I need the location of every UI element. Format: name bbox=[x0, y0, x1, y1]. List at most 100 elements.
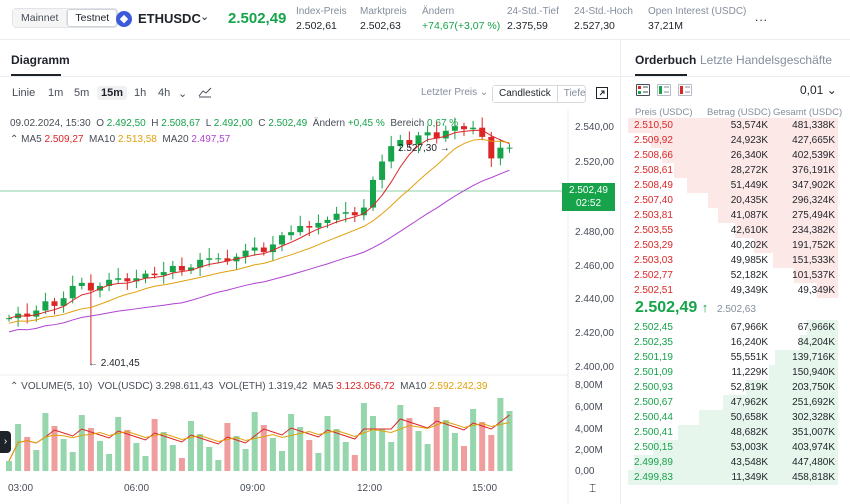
row-amount: 40,202K bbox=[730, 240, 768, 251]
ask-row[interactable]: 2.503,03 49,985K 151,533K bbox=[628, 253, 838, 268]
precision-select[interactable]: 0,01 ⌄ bbox=[800, 83, 837, 97]
mainnet-tab[interactable]: Mainnet bbox=[13, 9, 67, 27]
tab-orderbook[interactable]: Orderbuch bbox=[635, 53, 697, 67]
bid-row[interactable]: 2.499,83 11,349K 458,818K bbox=[628, 470, 838, 485]
bid-row[interactable]: 2.500,93 52,819K 203,750K bbox=[628, 380, 838, 395]
candle-body bbox=[6, 318, 12, 320]
symbol-selector[interactable]: ETHUSDC bbox=[138, 11, 201, 26]
volume-bar bbox=[124, 430, 131, 471]
volume-bar bbox=[370, 416, 376, 471]
volume-bar bbox=[42, 413, 49, 471]
ask-row[interactable]: 2.502,51 49,349K 49,349K bbox=[628, 283, 838, 298]
ask-row[interactable]: 2.510,50 53,574K 481,338K bbox=[628, 118, 838, 133]
orderbook-tabs: Orderbuch Letzte Handelsgeschäfte bbox=[621, 41, 850, 77]
price-type-select[interactable]: Letzter Preis ⌄ bbox=[421, 87, 489, 98]
row-total: 203,750K bbox=[792, 382, 835, 393]
volume-bar bbox=[78, 415, 85, 471]
ask-row[interactable]: 2.508,49 51,449K 347,902K bbox=[628, 178, 838, 193]
row-price: 2.502,45 bbox=[634, 322, 673, 333]
price-chart[interactable] bbox=[0, 110, 620, 504]
ask-row[interactable]: 2.507,40 20,435K 296,324K bbox=[628, 193, 838, 208]
depth-bar bbox=[653, 440, 838, 455]
bid-row[interactable]: 2.500,41 48,682K 351,007K bbox=[628, 425, 838, 440]
row-total: 403,974K bbox=[792, 442, 835, 453]
chevron-up-icon[interactable]: ⌃ bbox=[10, 381, 19, 392]
view-switch[interactable]: Candlestick Tiefe bbox=[492, 85, 586, 103]
chevron-up-icon[interactable]: ⌃ bbox=[10, 134, 19, 145]
row-price: 2.508,61 bbox=[634, 165, 673, 176]
volume-bar bbox=[442, 420, 449, 471]
more-icon[interactable]: ... bbox=[755, 10, 769, 24]
candle-body bbox=[51, 301, 58, 306]
bid-row[interactable]: 2.500,67 47,962K 251,692K bbox=[628, 395, 838, 410]
drawer-handle[interactable]: › bbox=[0, 431, 11, 453]
bid-row[interactable]: 2.500,44 50,658K 302,328K bbox=[628, 410, 838, 425]
bid-row[interactable]: 2.501,19 55,551K 139,716K bbox=[628, 350, 838, 365]
ask-row[interactable]: 2.502,77 52,182K 101,537K bbox=[628, 268, 838, 283]
testnet-tab[interactable]: Testnet bbox=[66, 9, 118, 27]
candle-body bbox=[279, 235, 285, 245]
chevron-down-icon[interactable]: ⌄ bbox=[200, 11, 210, 23]
network-switch[interactable]: Mainnet Testnet bbox=[12, 8, 119, 28]
time-tick: 09:00 bbox=[240, 483, 266, 494]
volume-bar bbox=[188, 421, 194, 471]
interval-4h[interactable]: 4h bbox=[158, 87, 171, 99]
view-candlestick[interactable]: Candlestick bbox=[493, 86, 558, 102]
bid-row[interactable]: 2.502,35 16,240K 84,204K bbox=[628, 335, 838, 350]
ask-row[interactable]: 2.503,81 41,087K 275,494K bbox=[628, 208, 838, 223]
volume-bar bbox=[169, 445, 176, 471]
volume-bar bbox=[106, 454, 113, 471]
depth-bar bbox=[628, 118, 838, 133]
bid-row[interactable]: 2.500,15 53,003K 403,974K bbox=[628, 440, 838, 455]
interval-line[interactable]: Linie bbox=[12, 87, 36, 99]
interval-1m[interactable]: 1m bbox=[48, 87, 64, 99]
ask-row[interactable]: 2.508,61 28,272K 376,191K bbox=[628, 163, 838, 178]
candle-body bbox=[60, 298, 67, 306]
interval-1h[interactable]: 1h bbox=[134, 87, 147, 99]
depth-bar bbox=[735, 223, 838, 238]
depth-bar bbox=[707, 193, 838, 208]
volume-bar bbox=[215, 460, 222, 471]
price-tick: 2.480,00 bbox=[575, 227, 614, 238]
indicators-icon[interactable] bbox=[198, 86, 212, 101]
price-tick: 2.420,00 bbox=[575, 328, 614, 339]
book-bids-icon[interactable] bbox=[657, 84, 671, 96]
depth-bar bbox=[722, 395, 838, 410]
row-price: 2.501,19 bbox=[634, 352, 673, 363]
volume-bar bbox=[470, 409, 477, 471]
row-total: 191,752K bbox=[792, 240, 835, 251]
cursor-icon[interactable]: ⌶ bbox=[589, 481, 597, 495]
time-tick: 15:00 bbox=[472, 483, 498, 494]
volume-bar bbox=[315, 453, 322, 471]
candle-body bbox=[142, 273, 149, 279]
precision-value: 0,01 bbox=[800, 83, 824, 97]
candle-body bbox=[360, 207, 367, 216]
candle-body bbox=[424, 132, 431, 136]
tab-diagram[interactable]: Diagramm bbox=[11, 53, 70, 67]
ask-row[interactable]: 2.508,66 26,340K 402,539K bbox=[628, 148, 838, 163]
ask-row[interactable]: 2.503,55 42,610K 234,382K bbox=[628, 223, 838, 238]
candle-body bbox=[188, 267, 194, 271]
candle-body bbox=[306, 226, 313, 228]
volume-bar bbox=[60, 439, 67, 471]
price-tick: 2.540,00 bbox=[575, 122, 614, 133]
fullscreen-icon[interactable] bbox=[596, 87, 608, 102]
ask-row[interactable]: 2.509,92 24,923K 427,665K bbox=[628, 133, 838, 148]
bid-row[interactable]: 2.499,89 43,548K 447,480K bbox=[628, 455, 838, 470]
tab-recent-trades[interactable]: Letzte Handelsgeschäfte bbox=[700, 53, 833, 67]
time-tick: 06:00 bbox=[124, 483, 150, 494]
ask-row[interactable]: 2.503,29 40,202K 191,752K bbox=[628, 238, 838, 253]
top-header: Mainnet Testnet ◆ ETHUSDC ⌄ 2.502,49 Ind… bbox=[0, 0, 850, 40]
interval-5m[interactable]: 5m bbox=[74, 87, 90, 99]
book-both-icon[interactable] bbox=[636, 84, 650, 96]
candle-body bbox=[133, 278, 140, 282]
book-asks-icon[interactable] bbox=[678, 84, 692, 96]
stat-index-price: Index-Preis 2.502,61 bbox=[296, 6, 347, 32]
candle-body bbox=[87, 282, 94, 291]
bid-row[interactable]: 2.501,09 11,229K 150,940K bbox=[628, 365, 838, 380]
bid-row[interactable]: 2.502,45 67,966K 67,966K bbox=[628, 320, 838, 335]
row-amount: 28,272K bbox=[730, 165, 768, 176]
chevron-down-icon[interactable]: ⌄ bbox=[178, 88, 188, 100]
interval-15m[interactable]: 15m bbox=[97, 86, 128, 100]
view-depth[interactable]: Tiefe bbox=[563, 88, 586, 99]
